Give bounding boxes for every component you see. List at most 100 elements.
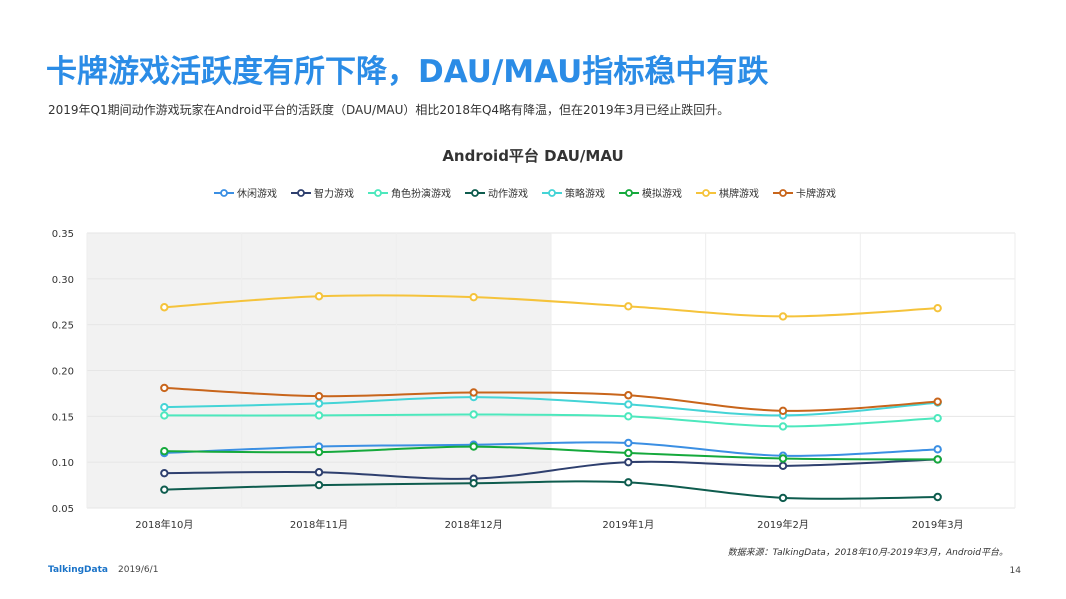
series-line xyxy=(164,441,938,457)
chart-title: Android平台 DAU/MAU xyxy=(442,147,624,165)
brand-logo: TalkingData xyxy=(48,565,108,575)
legend-swatch xyxy=(619,188,639,197)
x-tick-label: 2018年12月 xyxy=(445,518,503,531)
legend-swatch xyxy=(696,188,716,197)
data-point xyxy=(314,468,324,477)
data-point xyxy=(160,485,169,494)
data-point xyxy=(933,445,942,454)
legend-swatch-marker xyxy=(471,188,479,197)
x-tick-label: 2019年1月 xyxy=(602,518,654,531)
data-point xyxy=(314,391,324,401)
y-tick-label: 0.25 xyxy=(52,321,74,332)
series-line xyxy=(164,445,938,461)
data-point xyxy=(933,413,942,423)
legend-label: 智力游戏 xyxy=(314,189,354,200)
data-point xyxy=(624,302,633,311)
legend-label: 模拟游戏 xyxy=(642,189,682,200)
slide-title: 卡牌游戏活跃度有所下降，DAU/MAU指标稳中有跌 xyxy=(46,54,769,90)
series-line xyxy=(164,294,938,318)
data-point xyxy=(778,454,788,463)
data-point xyxy=(624,457,633,467)
page-number: 14 xyxy=(1009,566,1021,576)
data-point xyxy=(624,412,633,421)
data-point xyxy=(624,391,633,400)
data-point xyxy=(778,406,788,416)
data-point xyxy=(160,303,169,312)
data-source-note: 数据来源：TalkingData，2018年10月-2019年3月，Androi… xyxy=(727,548,1008,558)
legend-label: 策略游戏 xyxy=(565,189,605,200)
data-point xyxy=(469,442,478,451)
data-point xyxy=(160,402,169,412)
legend-swatch xyxy=(291,188,311,197)
slide-subtitle: 2019年Q1期间动作游戏玩家在Android平台的活跃度（DAU/MAU）相比… xyxy=(48,103,730,117)
data-point xyxy=(160,446,169,456)
legend-item: 休闲游戏 xyxy=(214,185,277,200)
data-point xyxy=(314,292,324,301)
data-point xyxy=(778,461,788,471)
data-point xyxy=(778,312,788,321)
data-point xyxy=(314,447,324,457)
y-tick-label: 0.20 xyxy=(52,367,74,378)
legend-label: 卡牌游戏 xyxy=(796,189,836,200)
legend-swatch xyxy=(773,188,793,197)
legend-swatch xyxy=(368,188,388,197)
data-point xyxy=(933,397,942,406)
x-tick-label: 2018年11月 xyxy=(290,518,348,531)
series-line xyxy=(164,386,938,412)
series-line xyxy=(164,458,938,480)
y-tick-label: 0.10 xyxy=(52,458,74,469)
data-point xyxy=(314,411,324,420)
data-point xyxy=(933,455,942,464)
data-point xyxy=(469,292,478,302)
data-point xyxy=(160,383,169,393)
data-point xyxy=(314,480,324,490)
data-point xyxy=(624,400,633,409)
data-point xyxy=(314,399,324,408)
data-point xyxy=(778,422,788,431)
legend-label: 休闲游戏 xyxy=(237,189,277,200)
y-tick-label: 0.35 xyxy=(52,229,74,240)
data-point xyxy=(469,388,478,397)
legend-swatch-marker xyxy=(702,188,710,197)
legend-label: 棋牌游戏 xyxy=(719,189,759,200)
y-tick-label: 0.30 xyxy=(52,275,74,286)
series-line xyxy=(164,413,938,428)
legend-swatch-marker xyxy=(779,188,787,197)
legend-item: 智力游戏 xyxy=(291,185,354,200)
data-point xyxy=(624,438,633,448)
legend-swatch xyxy=(214,188,234,197)
legend-item: 棋牌游戏 xyxy=(696,185,759,200)
y-tick-label: 0.05 xyxy=(52,504,74,515)
series-line xyxy=(164,396,938,417)
data-point xyxy=(160,411,169,420)
data-point xyxy=(160,468,169,478)
x-tick-label: 2019年2月 xyxy=(757,518,809,531)
legend-item: 策略游戏 xyxy=(542,185,605,200)
legend-item: 动作游戏 xyxy=(465,185,528,200)
legend-swatch-marker xyxy=(220,188,228,197)
chart-legend: 休闲游戏 智力游戏 角色扮演游戏 动作游戏 策略游戏 模拟游戏 棋牌游戏 卡牌游戏 xyxy=(214,185,850,200)
data-point xyxy=(624,448,633,458)
legend-swatch-marker xyxy=(297,188,305,197)
footer-date: 2019/6/1 xyxy=(118,565,159,575)
legend-label: 动作游戏 xyxy=(488,189,528,200)
x-tick-label: 2019年3月 xyxy=(912,518,964,531)
legend-swatch-marker xyxy=(548,188,556,197)
data-point xyxy=(933,303,942,313)
data-point xyxy=(469,479,478,488)
legend-swatch-marker xyxy=(625,188,633,197)
legend-swatch-marker xyxy=(374,188,382,197)
legend-item: 模拟游戏 xyxy=(619,185,682,200)
x-tick-label: 2018年10月 xyxy=(135,518,193,531)
data-point xyxy=(778,493,788,503)
legend-swatch xyxy=(465,188,485,197)
data-point xyxy=(933,492,942,502)
legend-item: 卡牌游戏 xyxy=(773,185,836,200)
y-tick-label: 0.15 xyxy=(52,412,74,423)
data-point xyxy=(469,410,478,419)
series-line xyxy=(164,480,938,500)
legend-item: 角色扮演游戏 xyxy=(368,185,451,200)
legend-swatch xyxy=(542,188,562,197)
data-point xyxy=(624,478,633,487)
